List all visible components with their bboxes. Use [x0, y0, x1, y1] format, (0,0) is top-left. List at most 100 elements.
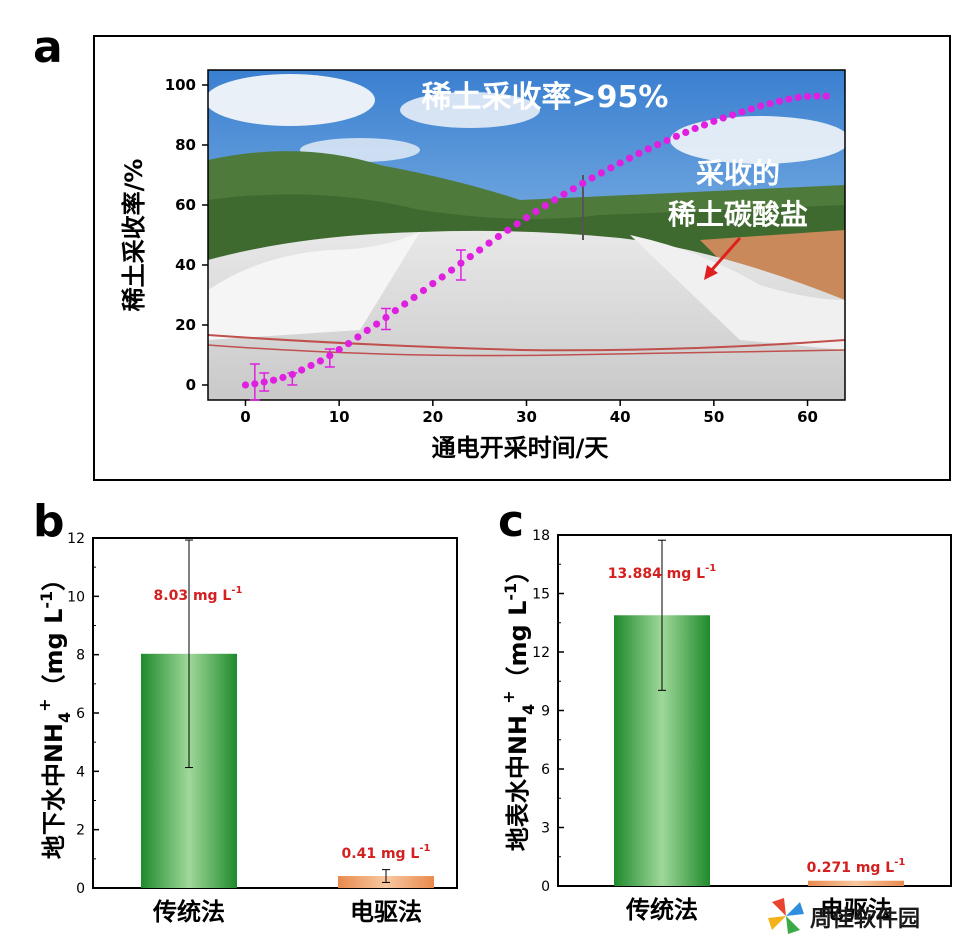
data-point-a [597, 169, 606, 177]
photo-background [208, 70, 845, 400]
data-point-a [307, 361, 315, 370]
data-point-a [494, 232, 502, 241]
category-label: 电驱法 [820, 896, 892, 924]
data-point-a [551, 196, 559, 204]
data-point-a [588, 174, 596, 182]
axis-b-ylabel: 地下水中NH4+（mg L-1） [35, 567, 74, 859]
y-tick-label-a: 80 [175, 136, 196, 154]
data-point-a [569, 185, 577, 193]
y-tick-label-a: 20 [175, 316, 196, 334]
annotation-recovery-rate: 稀土采收率>95% [422, 80, 669, 115]
data-point-a [288, 370, 296, 379]
data-label: 0.271 mg L-1 [807, 857, 906, 876]
data-point-a [747, 105, 755, 113]
x-tick-label-a: 50 [703, 408, 724, 426]
data-point-a [241, 381, 250, 389]
data-point-a [672, 132, 680, 140]
data-label: 8.03 mg L-1 [154, 585, 243, 604]
pinwheel-logo-icon [768, 898, 804, 934]
y-tick-label: 6 [76, 706, 85, 722]
axis-a-ylabel: 稀土采收率/% [120, 159, 148, 312]
y-tick-label-a: 0 [186, 376, 196, 394]
y-tick-label: 6 [541, 762, 550, 778]
watermark-text: 周佳软件园 [810, 906, 920, 932]
data-point-a [728, 111, 737, 119]
y-tick-label: 0 [541, 879, 550, 895]
y-tick-label: 18 [532, 528, 550, 544]
data-point-a [363, 326, 371, 334]
data-point-a [682, 128, 690, 136]
x-tick-label-a: 0 [240, 408, 250, 426]
data-point-a [260, 378, 268, 386]
panel-letter-c: c [498, 496, 525, 547]
data-point-a [579, 179, 587, 187]
x-tick-label-a: 40 [610, 408, 631, 426]
data-point-a [691, 124, 699, 133]
x-tick-label-a: 10 [329, 408, 350, 426]
data-point-a [710, 117, 718, 125]
data-point-a [401, 300, 409, 308]
data-point-a [813, 92, 821, 100]
annotation-arrow [704, 237, 742, 280]
data-point-a [785, 95, 793, 103]
data-point-a [775, 97, 784, 105]
data-point-a [354, 333, 362, 341]
data-label: 13.884 mg L-1 [608, 563, 716, 582]
data-point-a [822, 92, 830, 100]
data-point-a [541, 202, 549, 210]
data-point-a [419, 286, 428, 295]
annotation-carbonate-line1: 采收的 [696, 157, 780, 190]
data-point-a [269, 376, 278, 384]
data-point-a [344, 340, 353, 348]
data-point-a [738, 108, 746, 116]
axis-a-xlabel: 通电开采时间/天 [432, 434, 609, 462]
data-point-a [616, 159, 624, 167]
y-tick-label: 12 [532, 645, 550, 661]
data-point-a [513, 220, 521, 228]
data-point-a [466, 253, 474, 261]
y-tick-label: 12 [67, 531, 85, 547]
data-point-a [625, 154, 634, 162]
panel-a-frame [93, 35, 951, 481]
data-point-a [607, 164, 615, 172]
data-point-a [410, 293, 418, 301]
y-tick-label: 9 [541, 704, 550, 720]
axis-c-ylabel: 地表水中NH4+（mg L-1） [499, 559, 538, 851]
y-tick-label-a: 100 [165, 76, 196, 94]
data-point-a [476, 246, 484, 254]
data-point-a [560, 190, 568, 198]
y-tick-label: 0 [76, 881, 85, 897]
y-tick-label: 3 [541, 821, 550, 837]
data-point-a [316, 357, 325, 365]
x-tick-label-a: 60 [797, 408, 818, 426]
panel-letter-a: a [33, 22, 63, 73]
y-tick-label: 4 [76, 764, 85, 780]
data-point-a [429, 280, 437, 288]
data-point-a [532, 208, 540, 216]
y-tick-label: 8 [76, 648, 85, 664]
data-point-a [457, 259, 465, 267]
data-label: 0.41 mg L-1 [342, 843, 431, 862]
y-tick-label: 10 [67, 589, 85, 605]
panel-letter-b: b [33, 496, 65, 547]
y-tick-label: 15 [532, 587, 550, 603]
bar [808, 880, 904, 886]
data-point-a [251, 380, 259, 388]
y-tick-label-a: 40 [175, 256, 196, 274]
data-point-a [700, 121, 709, 129]
data-point-a [635, 149, 643, 157]
data-point-a [644, 145, 652, 153]
data-point-a [298, 366, 306, 374]
x-tick-label-a: 30 [516, 408, 537, 426]
category-label: 电驱法 [350, 898, 422, 926]
data-point-a [373, 320, 381, 328]
x-tick-label-a: 20 [422, 408, 443, 426]
data-point-a [766, 100, 774, 108]
data-point-a [438, 273, 446, 281]
data-point-a [279, 373, 287, 382]
y-tick-label-a: 60 [175, 196, 196, 214]
annotation-carbonate-line2: 稀土碳酸盐 [668, 198, 808, 231]
data-point-a [485, 239, 493, 247]
data-point-a [504, 226, 512, 234]
